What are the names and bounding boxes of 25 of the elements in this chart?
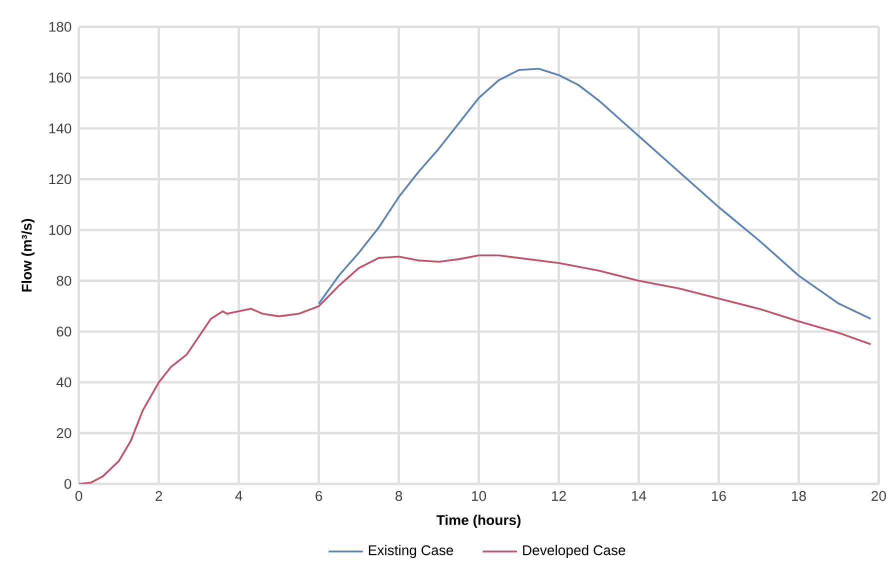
legend-label: Developed Case bbox=[523, 545, 626, 558]
y-axis-title: Flow (m³/s) bbox=[21, 219, 35, 292]
x-tick-label: 20 bbox=[872, 491, 886, 502]
y-tick-label: 100 bbox=[49, 225, 72, 236]
x-tick-label: 8 bbox=[395, 491, 402, 502]
y-tick-label: 180 bbox=[49, 22, 72, 32]
y-tick-label: 160 bbox=[49, 72, 72, 83]
x-tick-label: 14 bbox=[632, 491, 646, 501]
x-axis-title: Time (hours) bbox=[436, 514, 520, 528]
x-tick-label: 12 bbox=[552, 491, 566, 502]
y-tick-label: 120 bbox=[49, 174, 72, 184]
y-tick-label: 20 bbox=[56, 428, 72, 438]
x-tick-label: 4 bbox=[235, 491, 242, 501]
y-tick-label: 140 bbox=[49, 124, 72, 134]
x-tick-label: 2 bbox=[156, 491, 162, 502]
x-tick-label: 0 bbox=[75, 491, 82, 502]
y-tick-label: 80 bbox=[56, 276, 72, 286]
x-tick-label: 6 bbox=[316, 491, 322, 502]
x-tick-label: 16 bbox=[712, 491, 726, 502]
y-tick-label: 60 bbox=[56, 326, 72, 337]
legend-label: Existing Case bbox=[368, 545, 454, 558]
y-tick-label: 0 bbox=[64, 479, 72, 490]
y-tick-label: 40 bbox=[56, 378, 72, 388]
x-tick-label: 18 bbox=[792, 491, 806, 502]
x-tick-label: 10 bbox=[472, 491, 486, 502]
